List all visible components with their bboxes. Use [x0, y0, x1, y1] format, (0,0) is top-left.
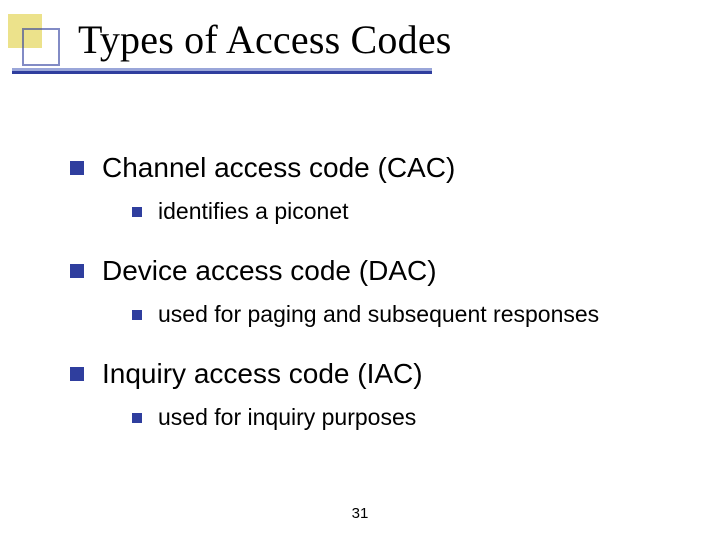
list-subitem-label: identifies a piconet [158, 197, 349, 227]
list-item: Device access code (DAC) [70, 253, 690, 288]
square-bullet-icon [70, 264, 84, 278]
square-bullet-icon [70, 161, 84, 175]
list-subitem: used for paging and subsequent responses [132, 300, 690, 330]
list-item-label: Inquiry access code (IAC) [102, 356, 423, 391]
page-number: 31 [0, 505, 720, 522]
list-subitem-label: used for inquiry purposes [158, 403, 416, 433]
list-subitem-label: used for paging and subsequent responses [158, 300, 599, 330]
underline-dark [12, 71, 432, 74]
slide-title: Types of Access Codes [78, 16, 452, 63]
list-subitem: identifies a piconet [132, 197, 690, 227]
square-bullet-icon [132, 413, 142, 423]
list-item-label: Channel access code (CAC) [102, 150, 455, 185]
list-item-label: Device access code (DAC) [102, 253, 437, 288]
square-bullet-icon [132, 207, 142, 217]
square-bullet-icon [70, 367, 84, 381]
corner-decoration [8, 14, 58, 54]
slide: Types of Access Codes Channel access cod… [0, 0, 720, 540]
content-area: Channel access code (CAC) identifies a p… [70, 150, 690, 459]
list-item: Inquiry access code (IAC) [70, 356, 690, 391]
list-subitem: used for inquiry purposes [132, 403, 690, 433]
title-underline [0, 68, 720, 74]
decor-blue-outline-square [22, 28, 60, 66]
square-bullet-icon [132, 310, 142, 320]
list-item: Channel access code (CAC) [70, 150, 690, 185]
